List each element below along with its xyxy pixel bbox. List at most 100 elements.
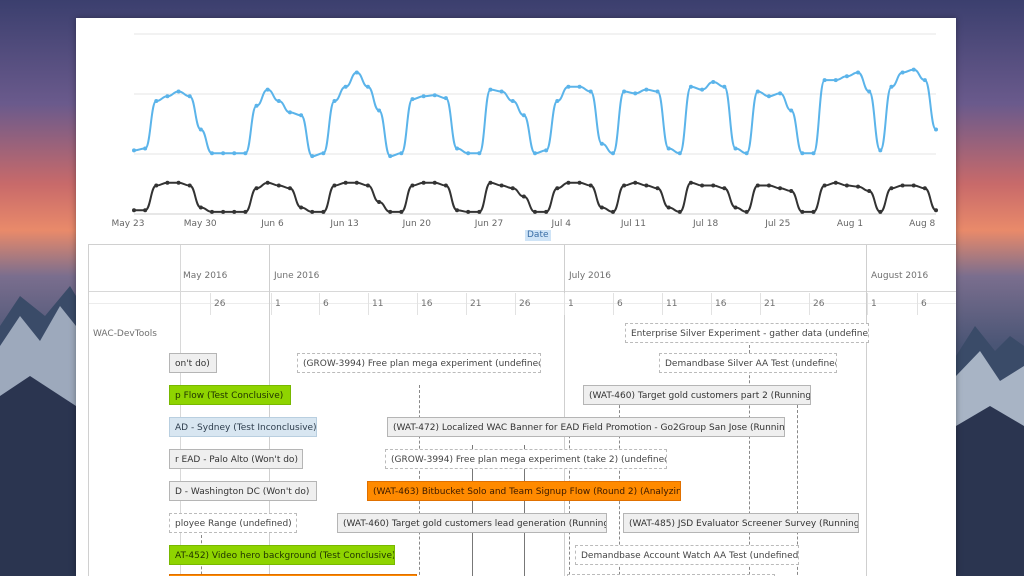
data-point[interactable]	[443, 183, 448, 188]
data-point[interactable]	[276, 99, 281, 103]
data-point[interactable]	[365, 84, 370, 89]
data-point[interactable]	[666, 205, 671, 210]
data-point[interactable]	[410, 97, 415, 102]
experiment-bar[interactable]: (GROW-3994) Free plan mega experiment (t…	[385, 449, 667, 469]
data-point[interactable]	[176, 89, 181, 94]
data-point[interactable]	[254, 186, 259, 191]
data-point[interactable]	[243, 209, 248, 214]
data-point[interactable]	[666, 146, 671, 151]
data-point[interactable]	[321, 209, 326, 214]
data-point[interactable]	[143, 208, 148, 213]
data-point[interactable]	[733, 205, 738, 210]
data-point[interactable]	[365, 183, 370, 188]
experiment-bar[interactable]: Demandbase Silver AA Test (undefined)	[659, 353, 837, 373]
data-point[interactable]	[833, 180, 838, 185]
data-point[interactable]	[276, 183, 281, 188]
data-point[interactable]	[555, 99, 560, 103]
data-point[interactable]	[399, 151, 404, 156]
data-point[interactable]	[622, 89, 627, 94]
data-point[interactable]	[499, 183, 504, 188]
data-point[interactable]	[711, 183, 716, 188]
data-point[interactable]	[677, 209, 682, 214]
data-point[interactable]	[688, 84, 693, 89]
data-point[interactable]	[878, 148, 883, 153]
data-point[interactable]	[488, 180, 493, 185]
data-point[interactable]	[922, 186, 927, 191]
data-point[interactable]	[700, 183, 705, 188]
data-point[interactable]	[800, 151, 805, 156]
data-point[interactable]	[388, 209, 393, 214]
data-point[interactable]	[221, 209, 226, 214]
data-point[interactable]	[599, 205, 604, 210]
data-point[interactable]	[844, 183, 849, 188]
experiment-bar[interactable]: (GROW-3663) Cold-up Signup Form (Ranking…	[567, 574, 775, 576]
data-point[interactable]	[934, 127, 938, 132]
data-point[interactable]	[655, 89, 660, 94]
data-point[interactable]	[911, 183, 916, 188]
data-point[interactable]	[198, 127, 203, 132]
data-point[interactable]	[421, 94, 426, 99]
data-point[interactable]	[299, 205, 304, 210]
data-point[interactable]	[588, 183, 593, 188]
data-point[interactable]	[633, 180, 638, 185]
data-point[interactable]	[811, 209, 816, 214]
experiment-bar[interactable]: ployee Range (undefined)	[169, 513, 297, 533]
data-point[interactable]	[510, 99, 515, 103]
data-point[interactable]	[466, 151, 471, 156]
data-point[interactable]	[377, 108, 382, 113]
data-point[interactable]	[287, 186, 292, 191]
data-point[interactable]	[243, 151, 248, 156]
data-point[interactable]	[198, 205, 203, 210]
experiment-bar[interactable]: (WAT-463) Bitbucket Solo and Team Signup…	[367, 481, 681, 501]
experiment-bar[interactable]: Enterprise Silver Experiment - gather da…	[625, 323, 869, 343]
data-point[interactable]	[354, 180, 359, 185]
data-point[interactable]	[343, 180, 348, 185]
data-point[interactable]	[221, 151, 226, 156]
data-point[interactable]	[833, 78, 838, 83]
data-point[interactable]	[377, 200, 382, 204]
data-point[interactable]	[143, 146, 148, 151]
data-point[interactable]	[644, 87, 649, 92]
experiment-bar[interactable]: AT-452) Video hero background (Test Conc…	[169, 545, 395, 565]
data-point[interactable]	[354, 70, 359, 75]
data-point[interactable]	[856, 70, 861, 75]
data-point[interactable]	[934, 208, 938, 213]
data-point[interactable]	[544, 148, 549, 153]
data-point[interactable]	[533, 151, 537, 156]
data-point[interactable]	[922, 78, 927, 83]
data-point[interactable]	[343, 84, 348, 89]
data-point[interactable]	[187, 94, 192, 99]
data-point[interactable]	[744, 151, 749, 156]
data-point[interactable]	[889, 186, 894, 191]
data-point[interactable]	[744, 209, 749, 214]
data-point[interactable]	[766, 183, 771, 188]
data-point[interactable]	[299, 113, 304, 118]
data-point[interactable]	[232, 209, 237, 214]
data-point[interactable]	[533, 209, 537, 214]
experiment-bar[interactable]	[169, 574, 417, 576]
data-point[interactable]	[900, 183, 905, 188]
data-point[interactable]	[856, 184, 861, 189]
data-point[interactable]	[722, 84, 727, 89]
data-point[interactable]	[132, 148, 136, 153]
data-point[interactable]	[755, 183, 760, 188]
data-point[interactable]	[867, 89, 872, 94]
data-point[interactable]	[778, 91, 783, 96]
experiment-bar[interactable]: (GROW-3994) Free plan mega experiment (u…	[297, 353, 541, 373]
data-point[interactable]	[688, 180, 693, 185]
data-point[interactable]	[432, 93, 437, 98]
data-point[interactable]	[800, 209, 805, 214]
data-point[interactable]	[900, 70, 905, 75]
data-point[interactable]	[755, 89, 760, 94]
data-point[interactable]	[154, 99, 159, 103]
data-point[interactable]	[499, 89, 504, 94]
experiment-bar[interactable]: (WAT-460) Target gold customers part 2 (…	[583, 385, 811, 405]
data-point[interactable]	[287, 110, 292, 115]
data-point[interactable]	[889, 84, 894, 89]
experiment-bar[interactable]: r EAD - Palo Alto (Won't do)	[169, 449, 303, 469]
data-point[interactable]	[209, 209, 214, 214]
data-point[interactable]	[455, 146, 460, 151]
data-point[interactable]	[577, 84, 582, 89]
data-point[interactable]	[588, 89, 593, 94]
data-point[interactable]	[633, 91, 638, 96]
